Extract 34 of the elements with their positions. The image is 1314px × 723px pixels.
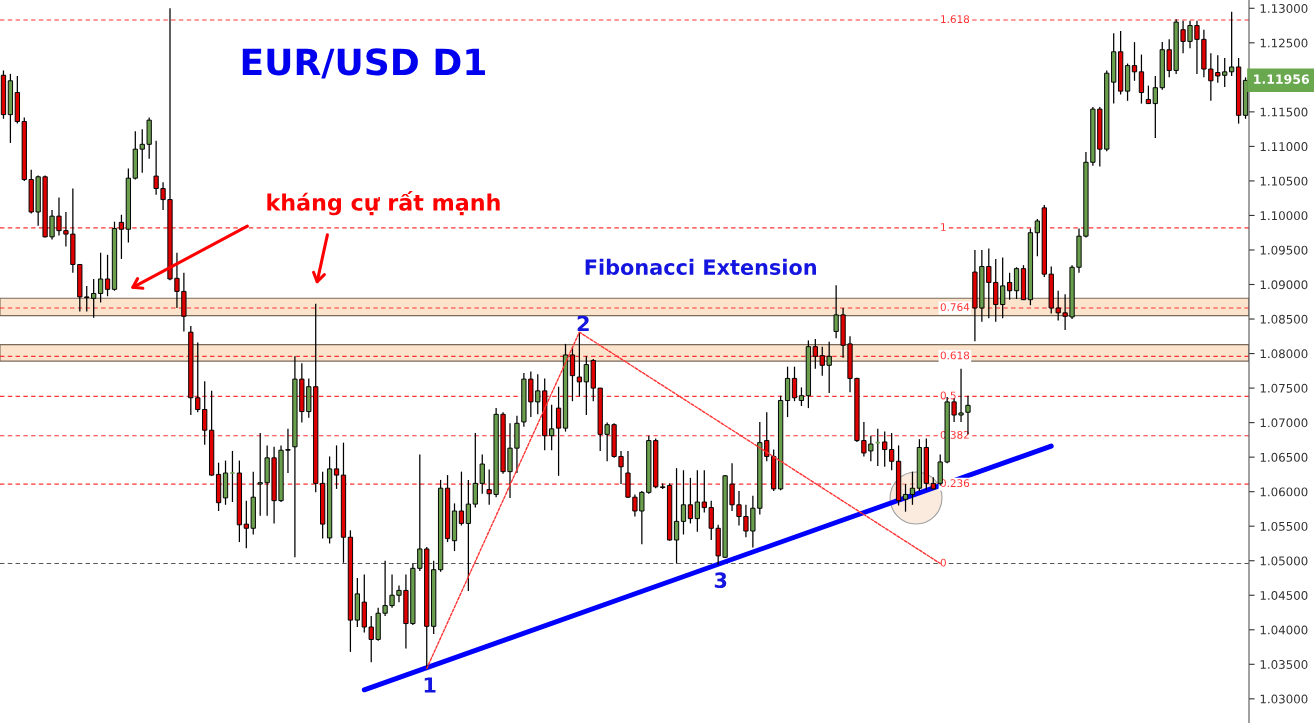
y-tick-label: 1.09000 — [1260, 280, 1308, 290]
annotation: Fibonacci Extension — [585, 258, 816, 275]
y-tick-label: 1.10000 — [1260, 211, 1308, 221]
annotation: 3 — [714, 572, 727, 589]
y-tick-label: 1.11500 — [1260, 107, 1308, 117]
y-tick-label: 1.04500 — [1260, 590, 1308, 600]
y-tick-label: 1.06000 — [1260, 487, 1308, 497]
annotation: 1 — [424, 677, 436, 693]
y-tick-label: 1.04000 — [1260, 625, 1308, 635]
y-tick-label: 1.10500 — [1260, 176, 1308, 186]
y-tick-label: 1.11000 — [1260, 142, 1308, 152]
annotation: 0 — [940, 558, 946, 567]
text: 1.11956 — [1254, 74, 1310, 84]
y-tick-label: 1.08500 — [1260, 314, 1308, 324]
y-tick-label: 1.09500 — [1260, 245, 1308, 255]
annotation: 0.5 — [940, 391, 956, 400]
y-tick-label: 1.05000 — [1260, 556, 1308, 566]
text: EUR/USD D1 — [242, 48, 485, 79]
y-tick-label: 1.13000 — [1260, 4, 1308, 13]
y-tick-label: 1.03000 — [1260, 694, 1308, 704]
annotation: kháng cự rất mạnh — [267, 191, 500, 216]
annotation: 0.618 — [940, 351, 970, 360]
y-tick-label: 1.07000 — [1260, 418, 1308, 428]
annotation: 0.236 — [940, 479, 970, 488]
y-tick-label: 1.06500 — [1260, 452, 1308, 462]
y-tick-label: 1.08000 — [1260, 349, 1308, 359]
annotation: 0.764 — [940, 303, 970, 312]
y-tick-label: 1.05500 — [1260, 521, 1308, 531]
y-tick-label: 1.03500 — [1260, 660, 1308, 669]
y-tick-label: 1.07500 — [1260, 383, 1308, 393]
annotation: 2 — [577, 315, 589, 332]
y-tick-label: 1.12500 — [1260, 38, 1308, 48]
annotation: 1 — [941, 223, 946, 231]
annotation: 1.618 — [941, 15, 970, 24]
